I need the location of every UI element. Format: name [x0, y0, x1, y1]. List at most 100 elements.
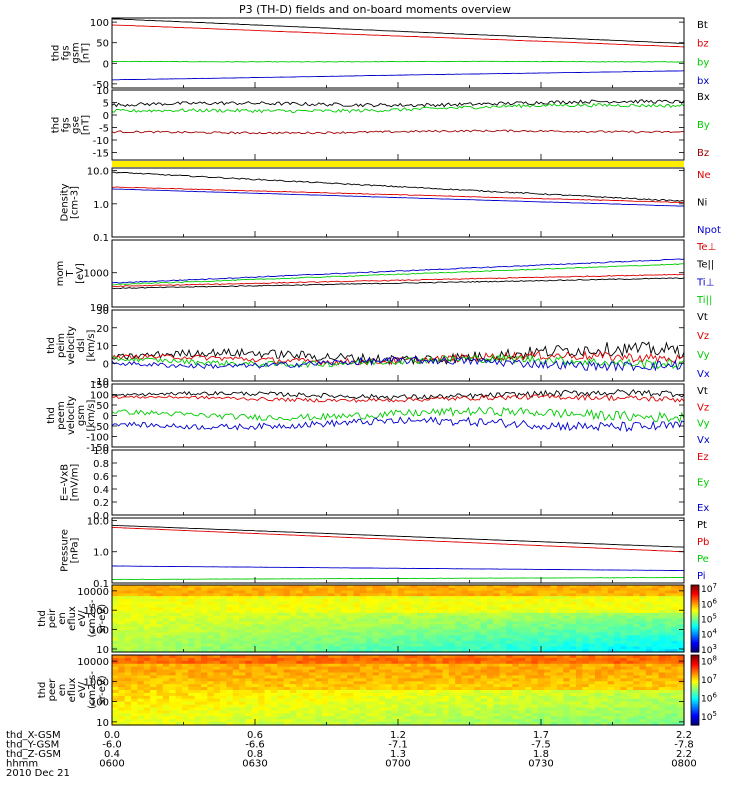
spectrogram-cell	[518, 618, 526, 622]
spectrogram-cell	[385, 690, 393, 694]
spectrogram-cell	[582, 626, 590, 631]
spectrogram-cell	[258, 590, 266, 594]
spectrogram-cell	[480, 640, 488, 645]
y-tick-label: 0	[103, 412, 109, 423]
spectrogram-cell	[277, 660, 285, 665]
spectrogram-cell	[112, 669, 119, 674]
spectrogram-cell	[239, 713, 247, 717]
y-tick-label: 1000	[84, 606, 109, 617]
spectrogram-cell	[150, 713, 158, 717]
spectrogram-cell	[118, 624, 126, 628]
x-axis-row-label: thd_X-GSM	[6, 730, 61, 741]
spectrogram-cell	[188, 593, 196, 597]
spectrogram-cell	[499, 590, 507, 594]
spectrogram-cell	[264, 618, 272, 622]
spectrogram-cell	[175, 681, 183, 685]
spectrogram-cell	[391, 612, 399, 617]
spectrogram-cell	[207, 638, 215, 642]
spectrogram-cell	[353, 638, 361, 642]
spectrogram-cell	[467, 684, 475, 688]
spectrogram-cell	[315, 638, 323, 642]
spectrogram-cell	[181, 704, 189, 709]
spectrogram-cell	[455, 585, 463, 589]
spectrogram-cell	[442, 678, 450, 682]
spectrogram-cell	[544, 707, 552, 712]
spectrogram-cell	[480, 601, 488, 606]
colorbar-swatch	[691, 631, 699, 635]
spectrogram-cell	[366, 666, 374, 671]
spectrogram-cell	[137, 690, 145, 694]
colorbar-swatch	[691, 620, 699, 623]
spectrogram-cell	[137, 655, 145, 659]
spectrogram-cell	[493, 618, 501, 622]
spectrogram-cell	[455, 707, 463, 712]
spectrogram-cell	[448, 612, 456, 617]
spectrogram-cell	[601, 649, 609, 653]
spectrogram-cell	[601, 607, 609, 611]
spectrogram-cell	[601, 615, 609, 620]
spectrogram-cell	[518, 695, 526, 700]
spectrogram-cell	[563, 716, 571, 720]
spectrogram-cell	[289, 669, 297, 674]
spectrogram-cell	[283, 610, 291, 614]
spectrogram-cell	[270, 649, 278, 653]
spectrogram-cell	[506, 649, 513, 653]
spectrogram-cell	[455, 692, 463, 697]
spectrogram-cell	[118, 719, 126, 723]
spectrogram-cell	[207, 660, 215, 665]
spectrogram-cell	[283, 632, 291, 636]
spectrogram-cell	[467, 669, 475, 674]
spectrogram-cell	[410, 716, 418, 720]
spectrogram-cell	[677, 719, 685, 723]
spectrogram-cell	[226, 635, 234, 639]
colorbar-swatch	[691, 714, 699, 717]
spectrogram-cell	[169, 618, 177, 622]
y-tick-label: 1000	[84, 677, 109, 688]
spectrogram-cell	[467, 590, 475, 594]
spectrogram-cell	[582, 672, 590, 677]
spectrogram-cell	[321, 624, 329, 628]
y-axis-label: thdpeemvelocitygsm[km/s]	[46, 396, 97, 435]
spectrogram-cell	[251, 629, 259, 634]
spectrogram-cell	[455, 690, 463, 694]
spectrogram-cell	[677, 681, 685, 685]
spectrogram-cell	[601, 587, 609, 592]
spectrogram-cell	[315, 629, 323, 634]
colorbar-swatch	[691, 591, 699, 594]
spectrogram-cell	[232, 615, 240, 620]
x-axis-value: 1.7	[533, 730, 549, 741]
spectrogram-cell	[347, 621, 355, 625]
spectrogram-cell	[544, 660, 552, 665]
spectrogram-cell	[207, 716, 215, 720]
spectrogram-cell	[525, 713, 533, 717]
spectrogram-cell	[531, 719, 539, 723]
spectrogram-cell	[258, 655, 266, 659]
spectrogram-cell	[550, 707, 558, 712]
spectrogram-cell	[486, 621, 494, 625]
spectrogram-cell	[277, 643, 285, 648]
spectrogram-cell	[575, 598, 583, 603]
spectrogram-cell	[595, 646, 602, 650]
spectrogram-cell	[302, 675, 310, 679]
spectrogram-cell	[385, 601, 393, 606]
spectrogram-cell	[156, 590, 164, 594]
spectrogram-cell	[162, 675, 170, 679]
spectrogram-cell	[156, 621, 164, 625]
spectrogram-cell	[118, 704, 126, 709]
spectrogram-cell	[213, 649, 221, 653]
spectrogram-cell	[423, 698, 431, 703]
spectrogram-cell	[378, 684, 386, 688]
spectrogram-cell	[607, 701, 615, 706]
spectrogram-cell	[455, 610, 463, 614]
spectrogram-cell	[404, 655, 412, 659]
spectrogram-cell	[582, 695, 590, 700]
spectrogram-cell	[245, 719, 253, 723]
spectrogram-cell	[169, 660, 177, 665]
spectrogram-cell	[385, 672, 393, 677]
spectrogram-cell	[232, 695, 240, 700]
spectrogram-cell	[143, 660, 151, 665]
spectrogram-cell	[245, 596, 253, 600]
spectrogram-cell	[658, 621, 666, 625]
spectrogram-cell	[194, 710, 202, 714]
spectrogram-cell	[614, 635, 622, 639]
